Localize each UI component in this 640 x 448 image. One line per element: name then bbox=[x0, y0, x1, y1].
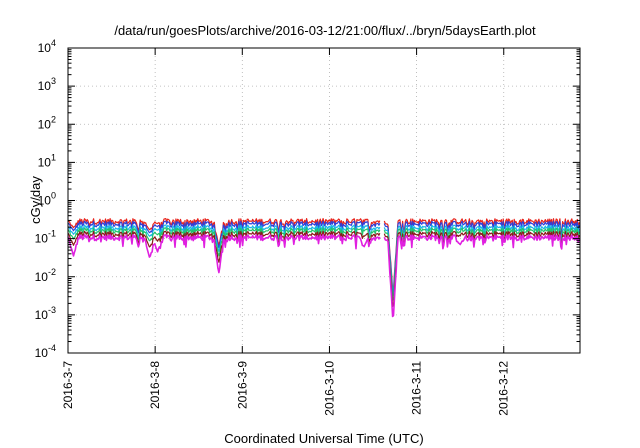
axis-ticks: 10-4 10-3 10-2 10-1 100 101 102 103 104 2016-3-7 2… bbox=[35, 38, 580, 416]
x-tick-label: 2016-3-12 bbox=[497, 361, 511, 416]
grid-lines bbox=[68, 48, 580, 353]
y-tick-label: 102 bbox=[38, 114, 56, 131]
series-line-5 bbox=[67, 230, 581, 307]
y-axis-label: cGy/day bbox=[28, 176, 43, 224]
y-tick-label: 10-2 bbox=[35, 267, 56, 284]
y-tick-label: 101 bbox=[38, 152, 56, 169]
x-tick-label: 2016-3-8 bbox=[148, 361, 162, 409]
chart-title: /data/run/goesPlots/archive/2016-03-12/2… bbox=[114, 23, 536, 38]
series-line-3 bbox=[67, 224, 581, 297]
x-tick-label: 2016-3-10 bbox=[322, 361, 336, 416]
series-group bbox=[67, 218, 581, 318]
x-tick-label: 2016-3-11 bbox=[410, 361, 424, 415]
y-tick-label: 104 bbox=[38, 38, 56, 55]
series-line-1 bbox=[67, 218, 581, 290]
y-tick-label: 103 bbox=[38, 76, 56, 93]
y-tick-label: 100 bbox=[38, 191, 56, 208]
series-line-2 bbox=[67, 220, 581, 293]
y-tick-label: 10-3 bbox=[35, 305, 56, 322]
x-tick-label: 2016-3-9 bbox=[235, 361, 249, 409]
series-line-6 bbox=[67, 234, 581, 318]
series-line-4 bbox=[67, 227, 581, 301]
x-tick-label: 2016-3-7 bbox=[61, 361, 75, 409]
y-tick-label: 10-4 bbox=[35, 343, 56, 360]
x-axis-label: Coordinated Universal Time (UTC) bbox=[224, 431, 423, 446]
y-tick-label: 10-1 bbox=[35, 229, 56, 246]
plot-frame bbox=[67, 47, 581, 354]
